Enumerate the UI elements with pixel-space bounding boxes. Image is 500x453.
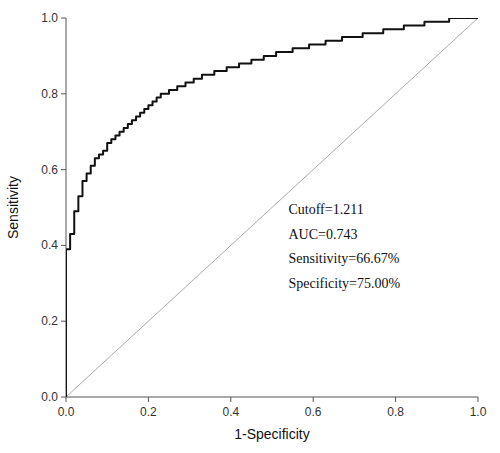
tick [61,169,66,170]
annotation: Specificity=75.00% [288,276,400,291]
chart: 0.0 0.2 0.4 0.6 0.8 1.0 0.0 0.2 0.4 0.6 0.8 1.0 1-Sp… [0,0,500,453]
tick [478,397,479,402]
tick-label: 1.0 [41,11,58,25]
roc-curve [66,18,478,397]
tick [61,397,66,398]
annotation: AUC=0.743 [288,227,357,242]
y-axis-label: Sensitivity [5,176,21,239]
tick-label: 1.0 [470,405,487,419]
x-axis-line [66,397,478,398]
tick [61,93,66,94]
tick-label: 0.2 [140,405,157,419]
tick-label: 0.4 [41,238,58,252]
tick [61,321,66,322]
tick [313,397,314,402]
tick-label: 0.6 [305,405,322,419]
tick-label: 0.6 [41,163,58,177]
reference-line [66,18,478,397]
axes: 0.0 0.2 0.4 0.6 0.8 1.0 0.0 0.2 0.4 0.6 0.8 1.0 [41,11,486,419]
tick [148,397,149,402]
annotation: Sensitivity=66.67% [288,251,399,266]
tick-label: 0.0 [58,405,75,419]
tick-label: 0.8 [41,87,58,101]
plot-area [66,18,478,397]
tick-label: 0.0 [41,390,58,404]
tick-label: 0.4 [222,405,239,419]
annotations: Cutoff=1.211 AUC=0.743 Sensitivity=66.67% S… [288,202,400,291]
tick [395,397,396,402]
tick-label: 0.8 [387,405,404,419]
annotation: Cutoff=1.211 [288,202,363,217]
tick-label: 0.2 [41,314,58,328]
x-axis-label: 1-Specificity [234,426,309,442]
tick [61,245,66,246]
tick [66,397,67,402]
tick [61,18,66,19]
tick [230,397,231,402]
